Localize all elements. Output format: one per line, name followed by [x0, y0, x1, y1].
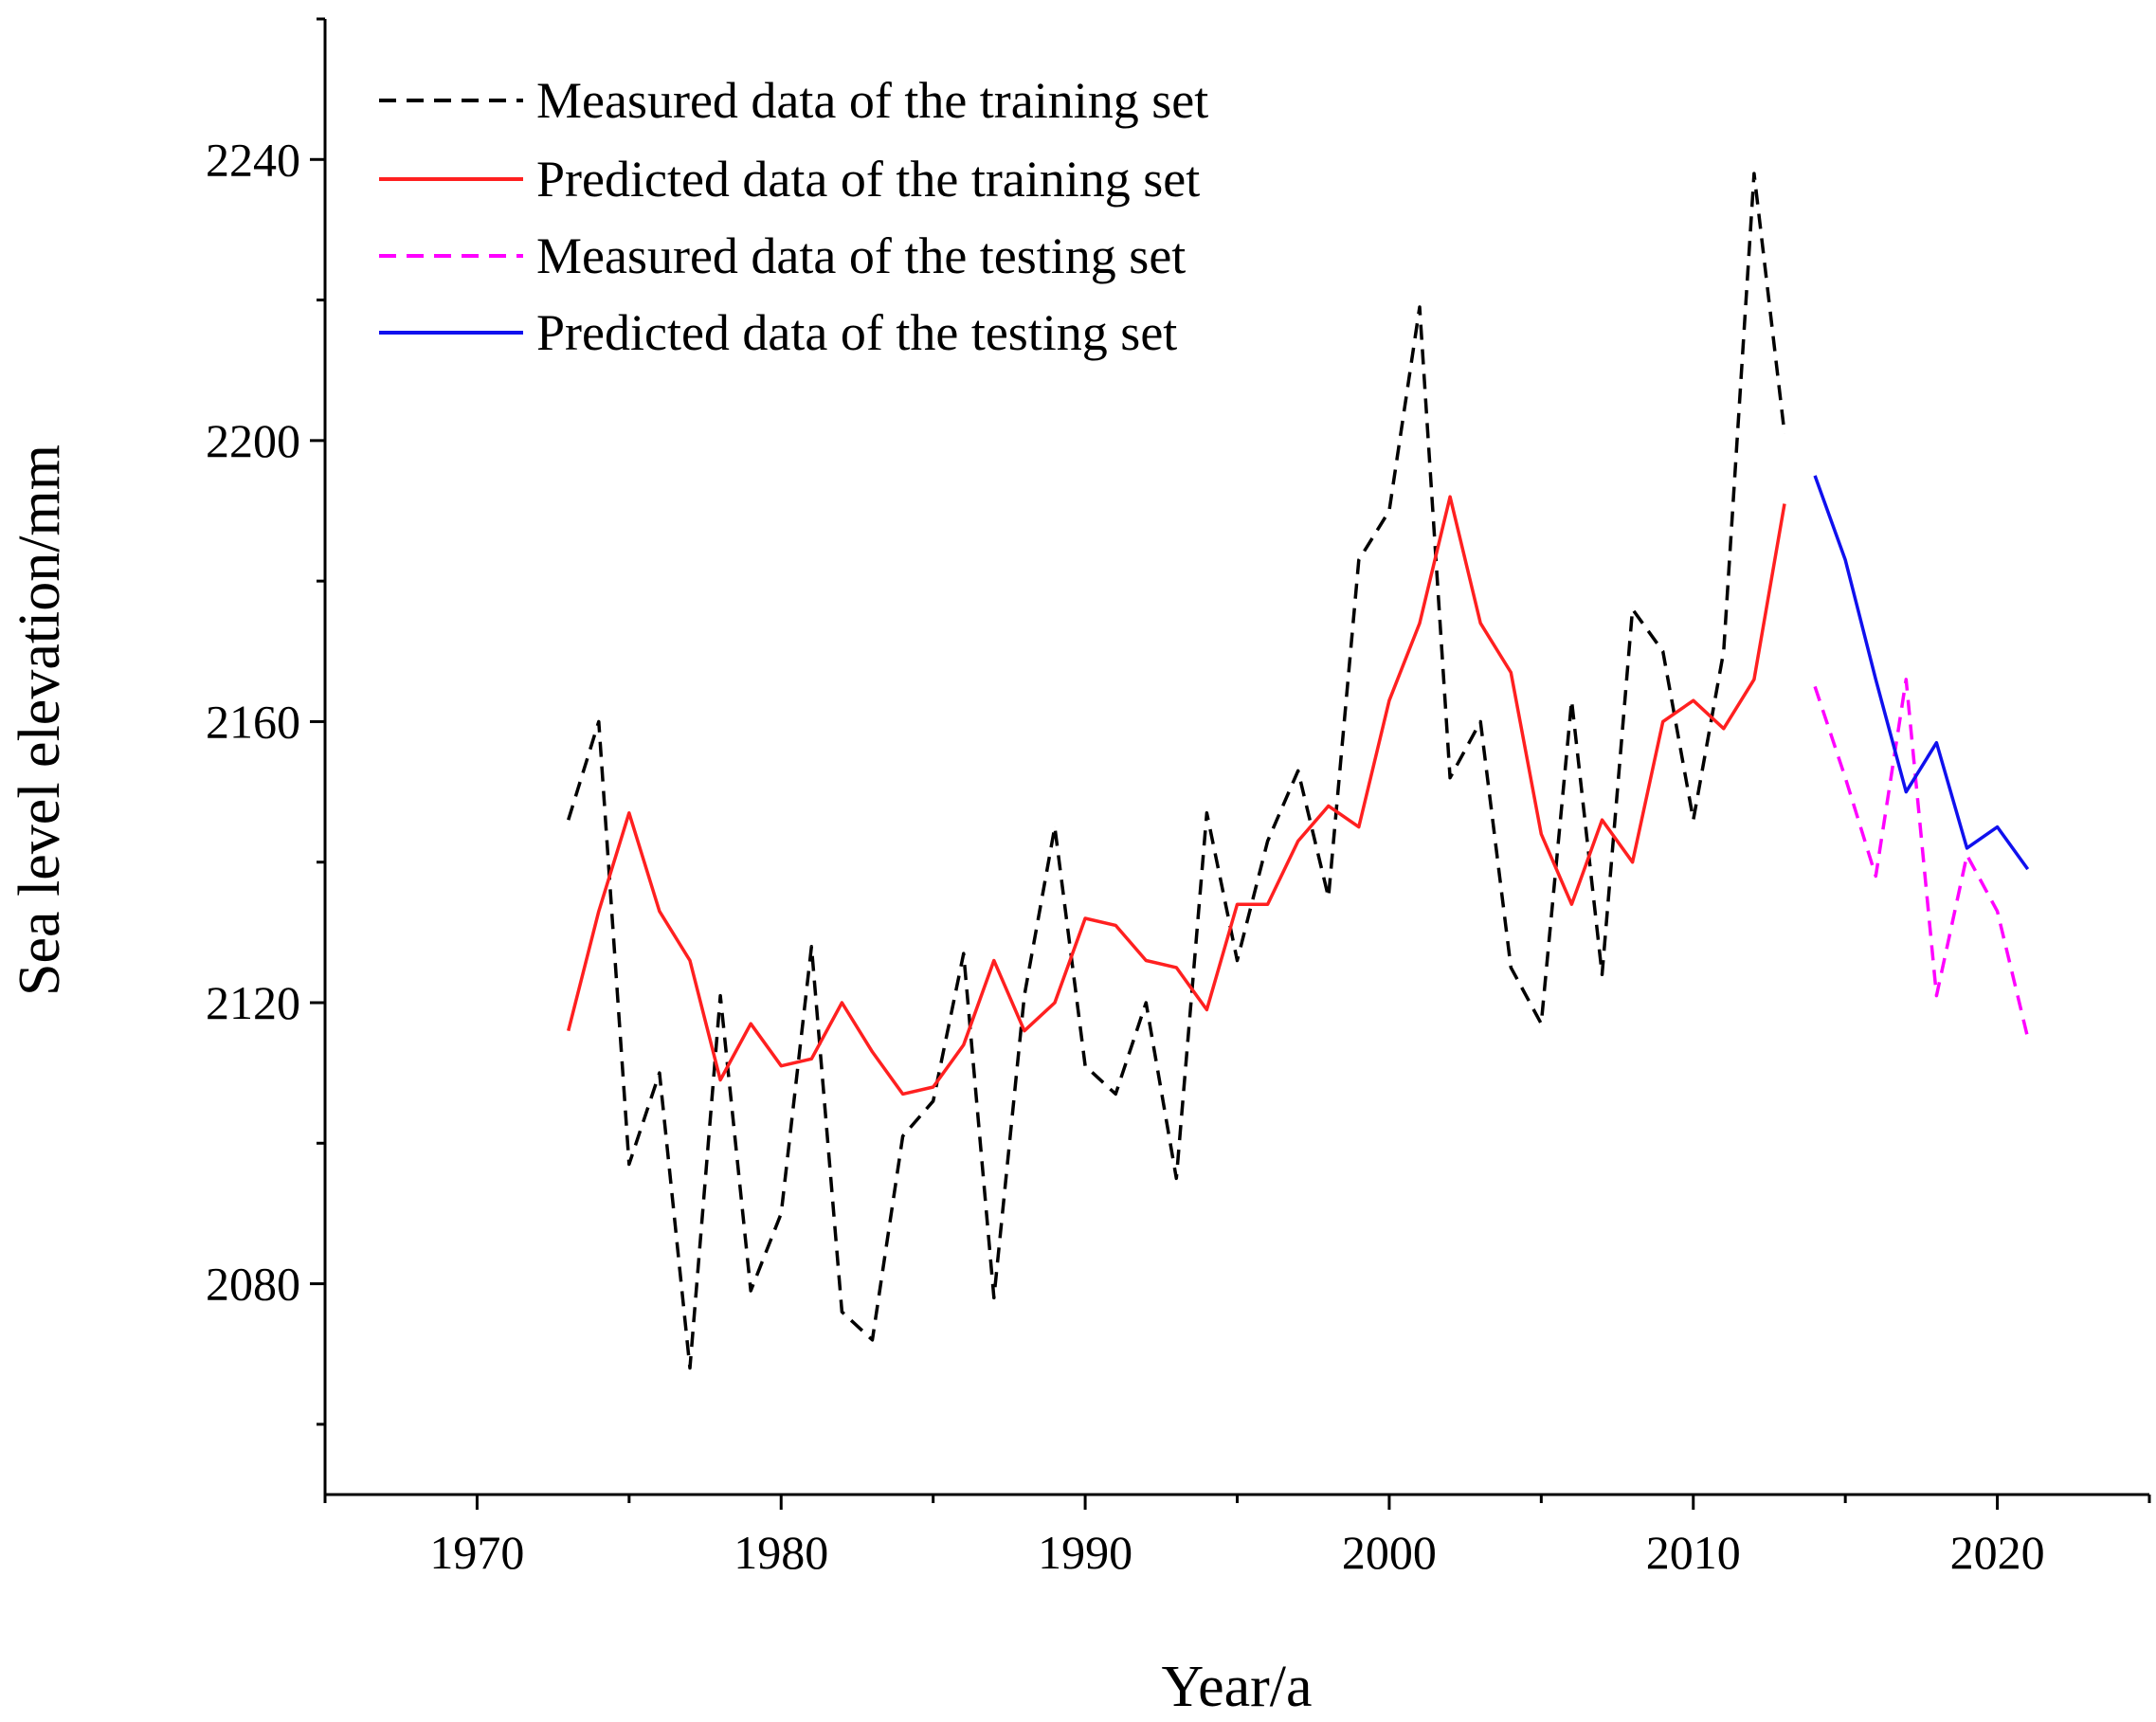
- x-tick-label: 2000: [1342, 1526, 1437, 1579]
- legend: Measured data of the training set Predic…: [379, 72, 1208, 361]
- x-tick-label: 1970: [429, 1526, 524, 1579]
- legend-label-predicted-testing: Predicted data of the testing set: [536, 304, 1177, 361]
- y-tick-label: 2160: [206, 695, 300, 748]
- y-tick-label: 2120: [206, 976, 300, 1029]
- predicted-testing-line: [1813, 475, 2030, 871]
- x-axis-ticks: 1970 1980 1990 2000 2010 2020: [323, 1495, 2151, 1579]
- x-tick-label: 2010: [1646, 1526, 1741, 1579]
- legend-label-predicted-training: Predicted data of the training set: [536, 151, 1200, 208]
- x-tick-label: 1990: [1038, 1526, 1132, 1579]
- plot-series: [567, 172, 2030, 1370]
- measured-testing-line: [1813, 678, 2030, 1039]
- x-tick-label: 1980: [734, 1526, 828, 1579]
- y-tick-label: 2240: [206, 133, 300, 186]
- y-axis-ticks: 2080 2120 2160 2200 2240: [206, 17, 325, 1426]
- x-axis-title: Year/a: [1162, 1655, 1313, 1719]
- legend-label-measured-training: Measured data of the training set: [536, 72, 1208, 129]
- legend-label-measured-testing: Measured data of the testing set: [536, 227, 1186, 284]
- y-tick-label: 2200: [206, 414, 300, 467]
- y-tick-label: 2080: [206, 1258, 300, 1311]
- y-axis-title: Sea level elevation/mm: [8, 444, 72, 996]
- x-tick-label: 2020: [1950, 1526, 2045, 1579]
